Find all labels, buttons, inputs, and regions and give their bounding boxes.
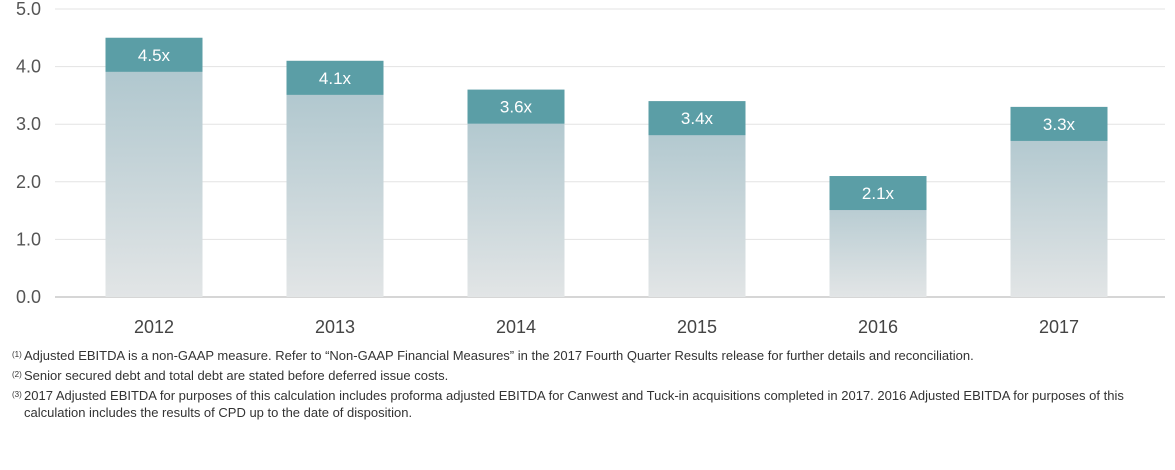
bar-group-2012: 4.5x [105,37,203,298]
bar-value-label-2013: 4.1x [319,69,352,88]
x-tick-label-2015: 2015 [677,317,717,337]
y-tick-label-0: 0.0 [16,287,41,307]
x-tick-label-2016: 2016 [858,317,898,337]
y-tick-label-4: 4.0 [16,57,41,77]
footnote-3-marker: (3) [12,390,22,399]
bar-label-box-2017 [1010,106,1108,141]
bar-label-box-2016 [829,176,927,211]
leverage-bar-chart: 0.0 1.0 2.0 3.0 4.0 5.0 4.5x 4.1x 3.6x 3.4x 2.1x 3… [16,0,1165,337]
bar-value-label-2015: 3.4x [681,109,714,128]
footnote-2-text: Senior secured debt and total debt are s… [24,368,449,383]
bars: 4.5x 4.1x 3.6x 3.4x 2.1x 3.3x [105,37,1108,298]
footnote-3-text: 2017 Adjusted EBITDA for purposes of thi… [24,388,1124,420]
bar-label-box-2014 [467,89,565,124]
bar-group-2013: 4.1x [286,60,384,298]
x-axis-ticks: 2012 2013 2014 2015 2016 2017 [134,317,1079,337]
bar-value-label-2016: 2.1x [862,184,895,203]
bar-value-label-2017: 3.3x [1043,115,1076,134]
x-tick-label-2017: 2017 [1039,317,1079,337]
bar-group-2017: 3.3x [1010,106,1108,297]
y-tick-label-1: 1.0 [16,229,41,249]
y-tick-label-2: 2.0 [16,172,41,192]
bar-group-2014: 3.6x [467,89,565,297]
x-tick-label-2014: 2014 [496,317,536,337]
grid-lines [55,8,1165,298]
bar-2012 [105,37,203,298]
bar-2014 [467,89,565,297]
y-axis-ticks: 0.0 1.0 2.0 3.0 4.0 5.0 [16,0,41,307]
x-tick-label-2012: 2012 [134,317,174,337]
footnote-2: (2) Senior secured debt and total debt a… [12,368,1162,385]
bar-group-2015: 3.4x [648,101,746,297]
y-tick-label-5: 5.0 [16,0,41,19]
y-tick-label-3: 3.0 [16,114,41,134]
bar-group-2016: 2.1x [829,176,927,297]
bar-value-label-2014: 3.6x [500,98,533,117]
bar-label-box-2015 [648,101,746,136]
footnotes: (1) Adjusted EBITDA is a non-GAAP measur… [12,348,1162,425]
footnote-1-marker: (1) [12,350,22,359]
bar-value-label-2012: 4.5x [138,46,171,65]
footnote-3: (3) 2017 Adjusted EBITDA for purposes of… [12,388,1162,421]
x-tick-label-2013: 2013 [315,317,355,337]
footnote-1-text: Adjusted EBITDA is a non-GAAP measure. R… [24,348,974,363]
bar-label-box-2013 [286,60,384,95]
bar-label-box-2012 [105,37,203,72]
footnote-2-marker: (2) [12,370,22,379]
footnote-1: (1) Adjusted EBITDA is a non-GAAP measur… [12,348,1162,365]
bar-2013 [286,60,384,298]
